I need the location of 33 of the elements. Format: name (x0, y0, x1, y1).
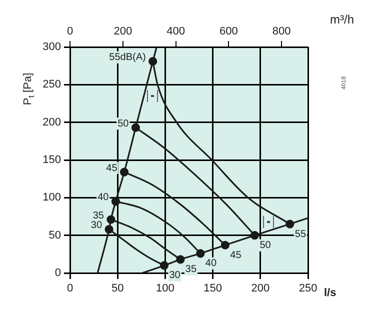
x2-tick-label: 800 (272, 25, 291, 38)
y-tick-label: 150 (42, 154, 61, 166)
y-axis-title: Pt [Pa] (22, 72, 36, 106)
annotation: 35 (185, 264, 197, 276)
x-tick-label: 100 (156, 282, 174, 295)
annotation: 30 (169, 270, 181, 282)
annotation: 50 (260, 240, 272, 252)
y-tick-label: 50 (48, 229, 61, 242)
y-tick-label: 200 (42, 116, 61, 128)
x2-tick-label: 0 (66, 25, 74, 38)
annotation: 55dB(A) (109, 52, 146, 64)
y-tick-label: 0 (54, 267, 61, 280)
x2-tick-label: 600 (219, 25, 238, 38)
y-tick-label: 100 (42, 192, 61, 204)
y-tick-label: 250 (42, 78, 61, 91)
x2-axis-title: m³/h (330, 12, 354, 26)
y-tick-label: 300 (42, 41, 61, 54)
annotation: 40 (205, 258, 217, 270)
x-tick-label: 150 (204, 282, 222, 295)
x2-tick-label: 400 (166, 25, 185, 38)
x-tick-label: 0 (66, 282, 74, 295)
x-tick-label: 250 (298, 282, 318, 295)
x-tick-label: 50 (111, 282, 124, 295)
annotation: 45 (230, 250, 242, 261)
annotation: 40 (98, 192, 110, 204)
annotation: 50 (118, 118, 130, 130)
annotation: 55 (294, 228, 306, 240)
x2-tick-label: 200 (114, 25, 132, 38)
annotation: 30 (90, 220, 102, 232)
annotation: 45 (106, 162, 118, 174)
x-tick-label: 200 (251, 282, 270, 295)
x-axis-title: l/s (324, 287, 336, 300)
annotation: 35 (92, 210, 104, 222)
